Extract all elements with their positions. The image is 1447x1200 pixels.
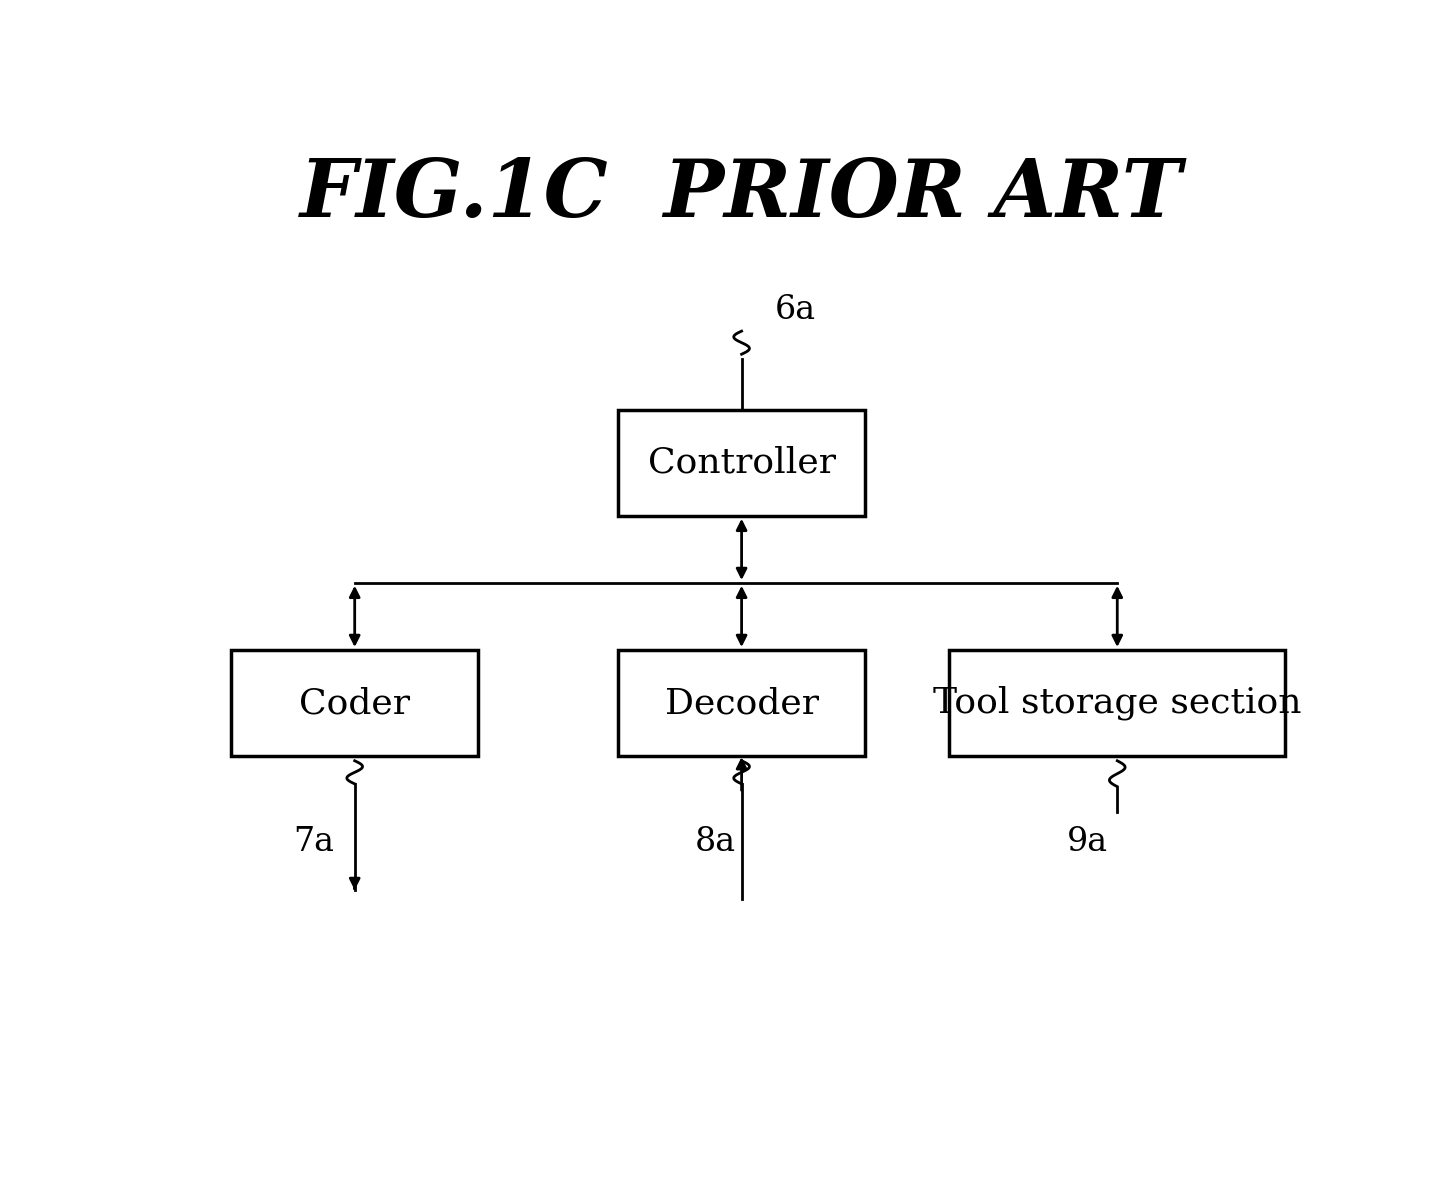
Bar xyxy=(949,650,1285,756)
Bar xyxy=(618,650,865,756)
Text: Decoder: Decoder xyxy=(664,686,819,720)
Text: Tool storage section: Tool storage section xyxy=(933,685,1301,720)
Text: 9a: 9a xyxy=(1066,826,1108,858)
Text: 8a: 8a xyxy=(695,826,735,858)
Bar xyxy=(618,409,865,516)
Text: FIG.1C  PRIOR ART: FIG.1C PRIOR ART xyxy=(301,156,1182,234)
Bar xyxy=(232,650,478,756)
Text: 7a: 7a xyxy=(292,826,334,858)
Text: Controller: Controller xyxy=(648,445,835,480)
Text: Coder: Coder xyxy=(300,686,410,720)
Text: 6a: 6a xyxy=(776,294,816,326)
